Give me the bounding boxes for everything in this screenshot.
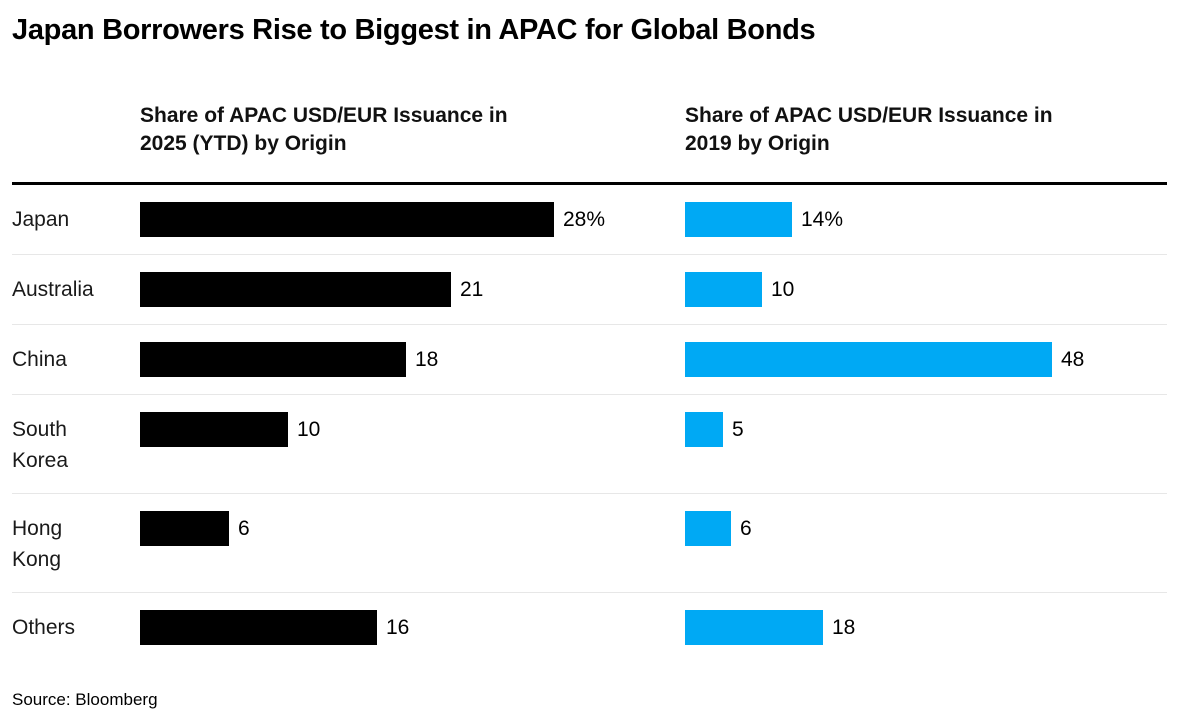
bar-cell-2019-hong-kong: 6 (685, 511, 1167, 546)
bar-2025-south-korea (140, 412, 288, 447)
bar-cell-2025-china: 18 (140, 342, 685, 377)
bar-value-2019-china: 48 (1061, 347, 1085, 371)
bar-cell-2025-others: 16 (140, 610, 685, 645)
panel-header-2025-line2: 2025 (YTD) by Origin (140, 132, 347, 155)
bar-2025-others (140, 610, 377, 645)
bar-value-2025-japan: 28% (563, 207, 606, 231)
bar-cell-2019-south-korea: 5 (685, 412, 1167, 447)
bar-cell-2025-hong-kong: 6 (140, 511, 685, 546)
bar-2019-australia (685, 272, 762, 307)
bar-cell-2025-south-korea: 10 (140, 412, 685, 447)
panel-header-2025-line1: Share of APAC USD/EUR Issuance in (140, 104, 508, 127)
bar-2025-hong-kong (140, 511, 229, 546)
category-label-others: Others (12, 616, 76, 639)
bar-2019-japan (685, 202, 792, 237)
category-label-japan: Japan (12, 208, 70, 231)
category-label-hong-kong: Hong Kong (12, 517, 63, 571)
panel-header-2019-line1: Share of APAC USD/EUR Issuance in (685, 104, 1053, 127)
bar-rows: Japan 28% 14% Australia 21 10 China 18 48 South K… (12, 185, 1167, 662)
bar-2019-china (685, 342, 1052, 377)
bar-2019-hong-kong (685, 511, 731, 546)
bar-cell-2019-china: 48 (685, 342, 1167, 377)
chart-row-others: Others 16 18 (12, 592, 1167, 662)
chart-row-hong-kong: Hong Kong 6 6 (12, 493, 1167, 592)
chart-title: Japan Borrowers Rise to Biggest in APAC … (12, 14, 816, 46)
chart-row-japan: Japan 28% 14% (12, 185, 1167, 254)
panel-header-2019: Share of APAC USD/EUR Issuance in 2019 b… (685, 102, 1167, 158)
source-attribution: Source: Bloomberg (12, 690, 158, 709)
bar-value-2025-others: 16 (386, 615, 410, 639)
category-label-china: China (12, 348, 67, 371)
bar-value-2025-australia: 21 (460, 277, 484, 301)
bar-value-2025-china: 18 (415, 347, 439, 371)
bar-value-2019-japan: 14% (801, 207, 844, 231)
bar-value-2025-hong-kong: 6 (238, 516, 250, 540)
header-rule (12, 182, 1167, 185)
bar-2019-south-korea (685, 412, 723, 447)
category-label-australia: Australia (12, 278, 94, 301)
chart-row-china: China 18 48 (12, 324, 1167, 394)
bar-value-2019-south-korea: 5 (732, 417, 744, 441)
bar-cell-2019-australia: 10 (685, 272, 1167, 307)
panel-header-2025: Share of APAC USD/EUR Issuance in 2025 (… (140, 102, 630, 158)
bar-cell-2019-others: 18 (685, 610, 1167, 645)
bar-2019-others (685, 610, 823, 645)
bar-value-2019-others: 18 (832, 615, 856, 639)
bar-cell-2019-japan: 14% (685, 202, 1167, 237)
chart-row-australia: Australia 21 10 (12, 254, 1167, 324)
bar-value-2025-south-korea: 10 (297, 417, 321, 441)
bar-value-2019-australia: 10 (771, 277, 795, 301)
bar-cell-2025-australia: 21 (140, 272, 685, 307)
bar-cell-2025-japan: 28% (140, 202, 685, 237)
category-label-south-korea: South Korea (12, 418, 69, 472)
bar-value-2019-hong-kong: 6 (740, 516, 752, 540)
panel-header-2019-line2: 2019 by Origin (685, 132, 830, 155)
panel-headers: Share of APAC USD/EUR Issuance in 2025 (… (12, 102, 1167, 158)
bar-2025-china (140, 342, 406, 377)
bar-2025-australia (140, 272, 451, 307)
chart-row-south-korea: South Korea 10 5 (12, 394, 1167, 493)
bar-2025-japan (140, 202, 554, 237)
